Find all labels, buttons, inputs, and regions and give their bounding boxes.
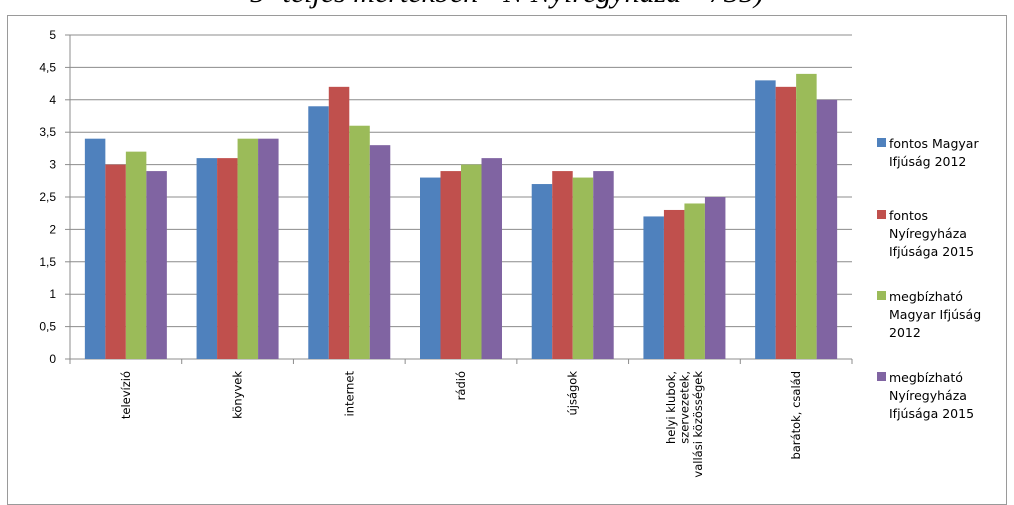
legend-swatch [877, 138, 886, 147]
bar [84, 138, 106, 359]
x-category-label: helyi klubok,szervezetek,vallási közössé… [664, 371, 705, 478]
bar [328, 86, 350, 359]
bar [643, 216, 664, 359]
bar [796, 73, 817, 359]
y-tick-label: 4 [49, 93, 56, 107]
legend-label: fontos Magyar Ifjúság 2012 [889, 136, 979, 169]
x-category-label: újságok [566, 371, 580, 416]
bar [593, 171, 614, 359]
bar [146, 171, 167, 359]
bar [308, 106, 329, 359]
y-tick-label: 4,5 [39, 60, 56, 74]
bar [755, 80, 776, 360]
y-tick-label: 2,5 [39, 190, 56, 204]
x-category-label: internet [342, 371, 356, 417]
y-tick-label: 3 [49, 158, 56, 172]
bar [237, 138, 259, 359]
y-tick-label: 1 [49, 287, 56, 301]
y-tick-label: 0,5 [39, 320, 56, 334]
bar [481, 158, 502, 359]
bar [461, 164, 482, 359]
bar [369, 145, 391, 359]
legend-swatch [877, 210, 886, 219]
y-tick-label: 5 [49, 28, 56, 42]
bar [663, 209, 685, 359]
y-tick-label: 2 [49, 222, 56, 236]
bar [217, 158, 238, 359]
bar [125, 151, 147, 359]
page-title: 5- teljes mértékben - N Nyíregyháza =735… [0, 0, 1014, 10]
bar [684, 203, 705, 359]
bar [531, 184, 553, 359]
y-tick-label: 0 [49, 352, 56, 366]
bar [816, 99, 838, 360]
bar [420, 177, 441, 359]
y-tick-label: 3,5 [39, 125, 56, 139]
legend-label: megbízható Magyar Ifjúság 2012 [889, 289, 981, 340]
x-category-label: könyvek [231, 371, 245, 419]
x-category-label: barátok, család [789, 371, 803, 460]
bar-chart: 0 0,5 1 1,5 2 2,5 3 3,5 4 4,5 5 televízió könyvek int… [39, 28, 981, 478]
x-category-label: rádió [454, 371, 468, 400]
bar [552, 171, 573, 359]
x-category-label: televízió [119, 371, 133, 419]
bar [775, 86, 797, 359]
bar [349, 125, 370, 359]
bar [704, 197, 726, 359]
bar [572, 177, 594, 359]
bar [105, 164, 126, 359]
y-tick-label: 1,5 [39, 255, 56, 269]
bar [196, 158, 218, 359]
legend-swatch [877, 291, 886, 300]
chart-frame [7, 15, 1007, 505]
legend-label: fontos Nyíregyháza Ifjúsága 2015 [889, 208, 974, 259]
legend-swatch [877, 372, 886, 381]
legend-label: megbízható Nyíregyháza Ifjúsága 2015 [889, 370, 974, 421]
bar [440, 171, 461, 359]
bar [258, 138, 279, 359]
